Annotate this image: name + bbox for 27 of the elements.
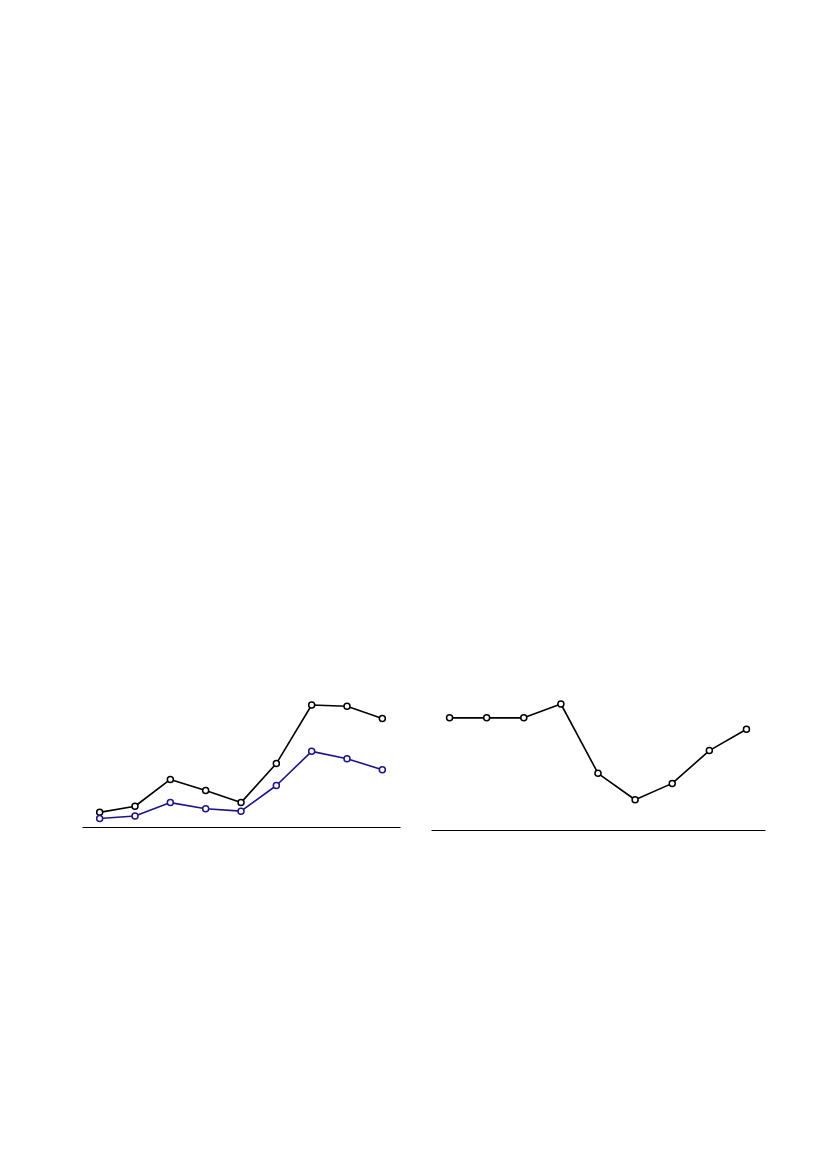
point	[482, 714, 491, 722]
point	[166, 775, 175, 784]
point	[705, 746, 714, 755]
point	[237, 807, 245, 815]
point	[166, 798, 175, 807]
point	[131, 812, 139, 820]
point	[131, 802, 139, 810]
point	[378, 714, 387, 723]
point	[343, 702, 351, 710]
point	[307, 701, 316, 709]
point	[742, 725, 751, 733]
point	[594, 769, 602, 778]
point	[95, 808, 104, 817]
point	[668, 779, 676, 788]
point	[343, 754, 351, 763]
point	[201, 786, 210, 795]
point	[201, 804, 210, 813]
point	[378, 765, 387, 774]
point	[307, 747, 316, 756]
point	[272, 781, 281, 790]
point	[272, 759, 281, 768]
point	[557, 700, 565, 708]
point	[520, 714, 528, 722]
point	[445, 714, 454, 722]
point	[237, 798, 245, 807]
point	[631, 796, 639, 804]
point	[95, 814, 104, 823]
